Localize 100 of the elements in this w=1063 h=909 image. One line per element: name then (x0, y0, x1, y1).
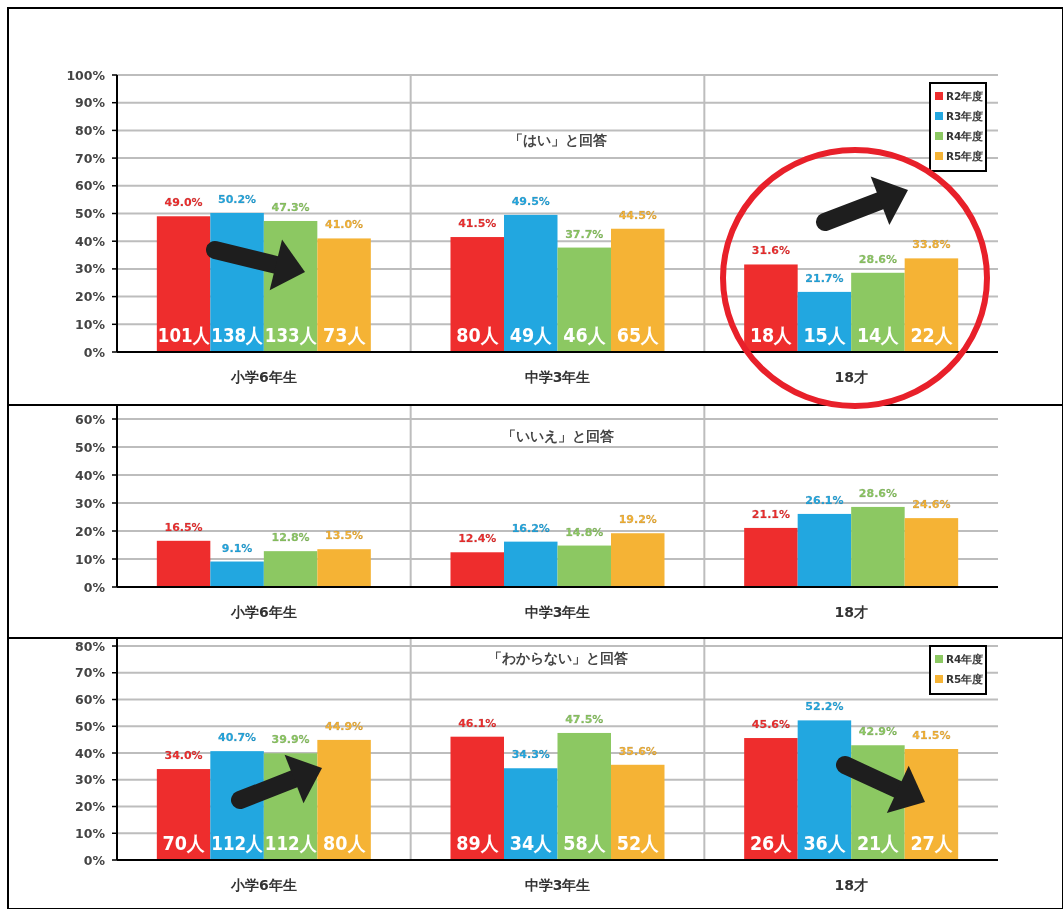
y-tick-label: 30% (75, 495, 106, 511)
y-tick-label: 20% (75, 523, 106, 539)
y-tick-label: 40% (75, 233, 106, 249)
bar (450, 237, 504, 352)
y-tick-label: 20% (75, 289, 106, 305)
bar (851, 506, 905, 587)
bar (744, 527, 798, 587)
annotation: 34人 (509, 832, 556, 854)
y-tick-label: 80% (75, 638, 106, 654)
annotation: 89人 (456, 832, 502, 854)
x-tick-label: 中学3年生 (524, 369, 591, 385)
legend-label: R3年度 (946, 110, 984, 122)
y-tick-label: 90% (75, 95, 106, 111)
annotation: 80人 (456, 324, 502, 346)
annotation: 21人 (856, 832, 903, 854)
y-tick-label: 80% (75, 122, 106, 138)
data-label: 50.2% (218, 192, 257, 206)
y-tick-label: 70% (75, 150, 106, 166)
y-tick-label: 20% (75, 799, 106, 815)
bar (744, 264, 798, 352)
x-tick-label: 小学6年生 (229, 369, 297, 385)
bar (317, 549, 371, 587)
y-tick-label: 60% (75, 178, 106, 194)
x-tick-label: 小学6年生 (229, 604, 297, 620)
text: 「いいえ」と回答 (501, 428, 614, 444)
annotation: 49人 (509, 324, 556, 346)
bar (263, 551, 318, 587)
data-label: 28.6% (858, 486, 897, 500)
y-tick-label: 10% (75, 316, 106, 332)
legend-label: R2年度 (946, 90, 984, 102)
data-label: 14.8% (565, 525, 604, 539)
data-label: 37.7% (565, 227, 604, 241)
data-label: 26.1% (805, 493, 844, 507)
data-label: 44.5% (618, 208, 657, 222)
text: 「わからない」と回答 (487, 650, 628, 666)
data-label: 52.2% (805, 700, 844, 714)
data-label: 35.6% (618, 744, 657, 758)
data-label: 45.6% (751, 718, 790, 732)
y-tick-label: 50% (75, 718, 106, 734)
annotation: 22人 (910, 324, 956, 346)
annotation: 27人 (910, 832, 956, 854)
annotation: 26人 (749, 832, 796, 854)
bar (450, 552, 504, 587)
y-tick-label: 0% (83, 852, 106, 868)
bar (156, 216, 211, 352)
x-tick-label: 18才 (834, 369, 868, 385)
data-label: 28.6% (858, 252, 897, 266)
data-label: 41.5% (912, 729, 951, 742)
annotation: 65人 (616, 324, 663, 346)
bar (744, 738, 798, 860)
x-tick-label: 小学6年生 (229, 877, 297, 893)
bar (797, 513, 852, 587)
data-label: 41.5% (458, 217, 497, 231)
y-tick-label: 50% (75, 206, 106, 221)
annotation: 80人 (323, 832, 369, 854)
y-tick-label: 70% (75, 665, 106, 681)
bar (317, 238, 371, 352)
bar (450, 736, 504, 860)
data-label: 40.7% (218, 731, 257, 745)
bar (904, 258, 959, 352)
bar (797, 720, 852, 860)
legend-label: R4年度 (946, 653, 984, 665)
annotation: 14人 (856, 324, 903, 346)
data-label: 19.2% (618, 513, 657, 527)
bar (317, 739, 371, 860)
annotation: 58人 (563, 832, 609, 854)
legend-label: R5年度 (946, 673, 984, 685)
data-label: 49.5% (511, 194, 550, 208)
bar (504, 214, 558, 352)
bar (611, 764, 665, 860)
data-label: 13.5% (325, 529, 364, 543)
y-tick-label: 60% (75, 411, 106, 427)
annotation: 36人 (803, 832, 849, 854)
data-label: 9.1% (221, 541, 253, 555)
y-tick-label: 30% (75, 261, 106, 277)
data-label: 47.3% (271, 200, 310, 214)
y-tick-label: 0% (83, 344, 106, 360)
bar (904, 518, 959, 587)
data-label: 44.9% (325, 719, 364, 733)
annotation: 15人 (803, 324, 849, 346)
x-tick-label: 中学3年生 (524, 604, 591, 620)
bar (156, 769, 211, 860)
y-tick-label: 50% (75, 439, 106, 455)
x-tick-label: 18才 (834, 877, 868, 893)
data-label: 33.8% (912, 238, 951, 252)
bar (557, 732, 611, 860)
bar (611, 533, 665, 587)
text: 「はい」と回答 (508, 132, 607, 148)
data-label: 42.9% (858, 725, 897, 739)
data-label: 41.0% (325, 218, 364, 232)
y-tick-label: 10% (75, 551, 106, 567)
bar (210, 561, 264, 587)
y-tick-label: 30% (75, 772, 106, 788)
bar (611, 228, 665, 352)
data-label: 12.4% (458, 532, 497, 546)
bar (504, 541, 558, 587)
data-label: 21.7% (805, 271, 844, 285)
data-label: 16.5% (164, 520, 203, 534)
legend-label: R5年度 (946, 150, 984, 162)
data-label: 12.8% (271, 531, 310, 545)
